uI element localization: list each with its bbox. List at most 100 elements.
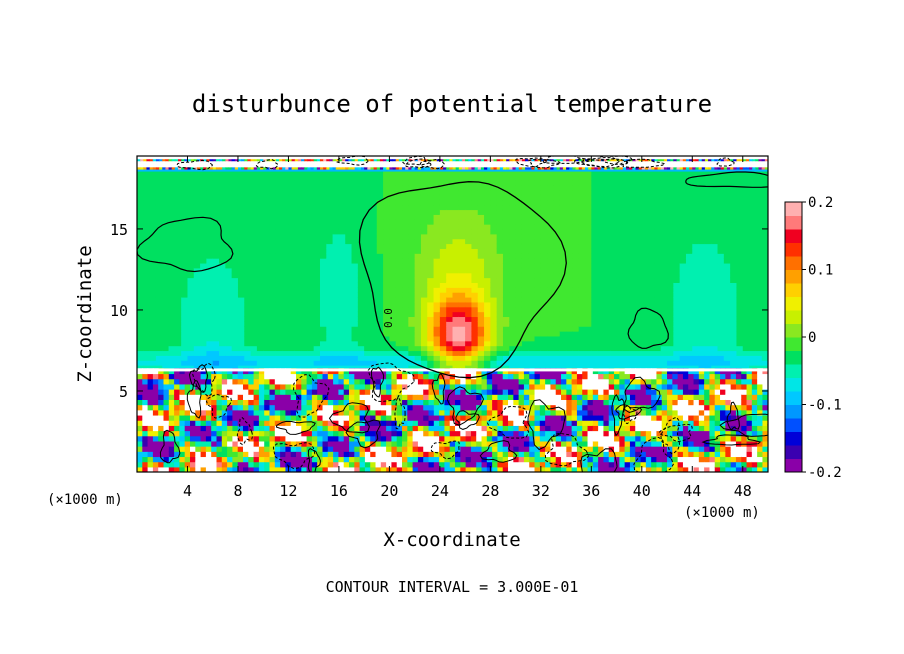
- heat-cell: [231, 311, 239, 318]
- heat-cell: [439, 296, 447, 303]
- heat-cell: [509, 199, 517, 206]
- heat-cell: [679, 331, 687, 337]
- heat-cell: [667, 248, 674, 254]
- heat-cell: [528, 301, 536, 308]
- turbulence-cell: [237, 446, 244, 452]
- heat-cell: [755, 228, 763, 235]
- heat-cell: [319, 267, 327, 274]
- heat-cell: [282, 335, 290, 342]
- heat-cell: [408, 287, 416, 293]
- heat-cell: [742, 282, 750, 288]
- heat-cell: [673, 180, 681, 186]
- turbulence-cell: [184, 425, 191, 432]
- heat-cell: [452, 248, 460, 254]
- heat-cell: [547, 228, 555, 235]
- upper-noise-cell: [178, 159, 182, 162]
- heat-cell: [610, 306, 618, 313]
- upper-noise-cell: [168, 159, 173, 162]
- heat-cell: [174, 335, 182, 342]
- heat-cell: [326, 233, 334, 240]
- heat-cell: [351, 253, 359, 259]
- heat-cell: [578, 224, 586, 230]
- turbulence-cell: [147, 389, 154, 395]
- heat-cell: [465, 326, 473, 332]
- heat-cell: [174, 253, 182, 259]
- heat-cell: [616, 258, 624, 264]
- heat-cell: [301, 209, 308, 215]
- upper-noise-cell: [228, 167, 233, 171]
- heat-cell: [761, 233, 768, 240]
- upper-noise-cell: [651, 167, 655, 171]
- heat-cell: [206, 296, 214, 303]
- heat-cell: [168, 306, 176, 313]
- upper-noise-cell: [297, 159, 302, 162]
- heat-cell: [692, 296, 700, 303]
- heat-cell: [193, 185, 201, 191]
- heat-cell: [742, 175, 750, 181]
- heat-cell: [332, 326, 340, 332]
- heat-cell: [755, 233, 763, 240]
- heat-cell: [174, 282, 182, 288]
- heat-cell: [225, 326, 233, 332]
- turbulence-cell: [243, 399, 249, 406]
- heat-cell: [616, 224, 624, 230]
- heat-cell: [528, 180, 536, 186]
- heat-cell: [471, 238, 479, 245]
- heat-cell: [332, 219, 340, 225]
- heat-cell: [313, 185, 321, 191]
- heat-cell: [143, 301, 151, 308]
- heat-cell: [629, 209, 637, 215]
- turbulence-cell: [158, 378, 165, 385]
- heat-cell: [660, 199, 668, 206]
- heat-cell: [679, 224, 687, 230]
- heat-cell: [685, 219, 693, 225]
- heat-cell: [282, 301, 290, 308]
- heat-cell: [263, 267, 271, 274]
- heat-cell: [181, 316, 189, 322]
- heat-cell: [717, 316, 725, 322]
- heat-cell: [389, 340, 397, 347]
- upper-noise-cell: [660, 167, 665, 171]
- heat-cell: [673, 228, 681, 235]
- heat-cell: [477, 224, 485, 230]
- heat-cell: [149, 204, 157, 211]
- heat-cell: [679, 296, 687, 303]
- heat-cell: [263, 175, 271, 181]
- heat-cell: [730, 345, 738, 352]
- heat-cell: [559, 194, 567, 201]
- heat-cell: [256, 219, 264, 225]
- turbulence-cell: [158, 440, 165, 447]
- heat-cell: [553, 219, 561, 225]
- heat-cell: [313, 175, 321, 181]
- heat-cell: [313, 360, 321, 366]
- heat-cell: [559, 233, 567, 240]
- heat-cell: [263, 219, 271, 225]
- turbulence-cell: [174, 420, 181, 426]
- heat-cell: [528, 292, 536, 298]
- heat-cell: [572, 321, 580, 327]
- heat-cell: [736, 224, 744, 230]
- upper-noise-cell: [458, 159, 463, 162]
- upper-noise-cell: [764, 159, 768, 162]
- heat-cell: [187, 331, 195, 337]
- upper-noise-cell: [411, 159, 416, 162]
- heat-cell: [502, 321, 510, 327]
- heat-cell: [389, 287, 397, 293]
- heat-cell: [446, 185, 454, 191]
- heat-cell: [269, 360, 277, 366]
- heat-cell: [730, 311, 738, 318]
- heat-cell: [256, 253, 264, 259]
- turbulence-cell: [184, 435, 191, 442]
- heat-cell: [219, 272, 226, 279]
- heat-cell: [534, 219, 542, 225]
- turbulence-cell: [258, 383, 265, 390]
- turbulence-cell: [142, 456, 149, 463]
- heat-cell: [263, 326, 271, 332]
- heat-cell: [452, 199, 460, 206]
- heat-cell: [219, 224, 226, 230]
- heat-cell: [446, 175, 454, 181]
- heat-cell: [458, 306, 466, 313]
- heat-cell: [294, 214, 302, 220]
- heat-cell: [490, 214, 498, 220]
- turbulence-cell: [158, 461, 165, 468]
